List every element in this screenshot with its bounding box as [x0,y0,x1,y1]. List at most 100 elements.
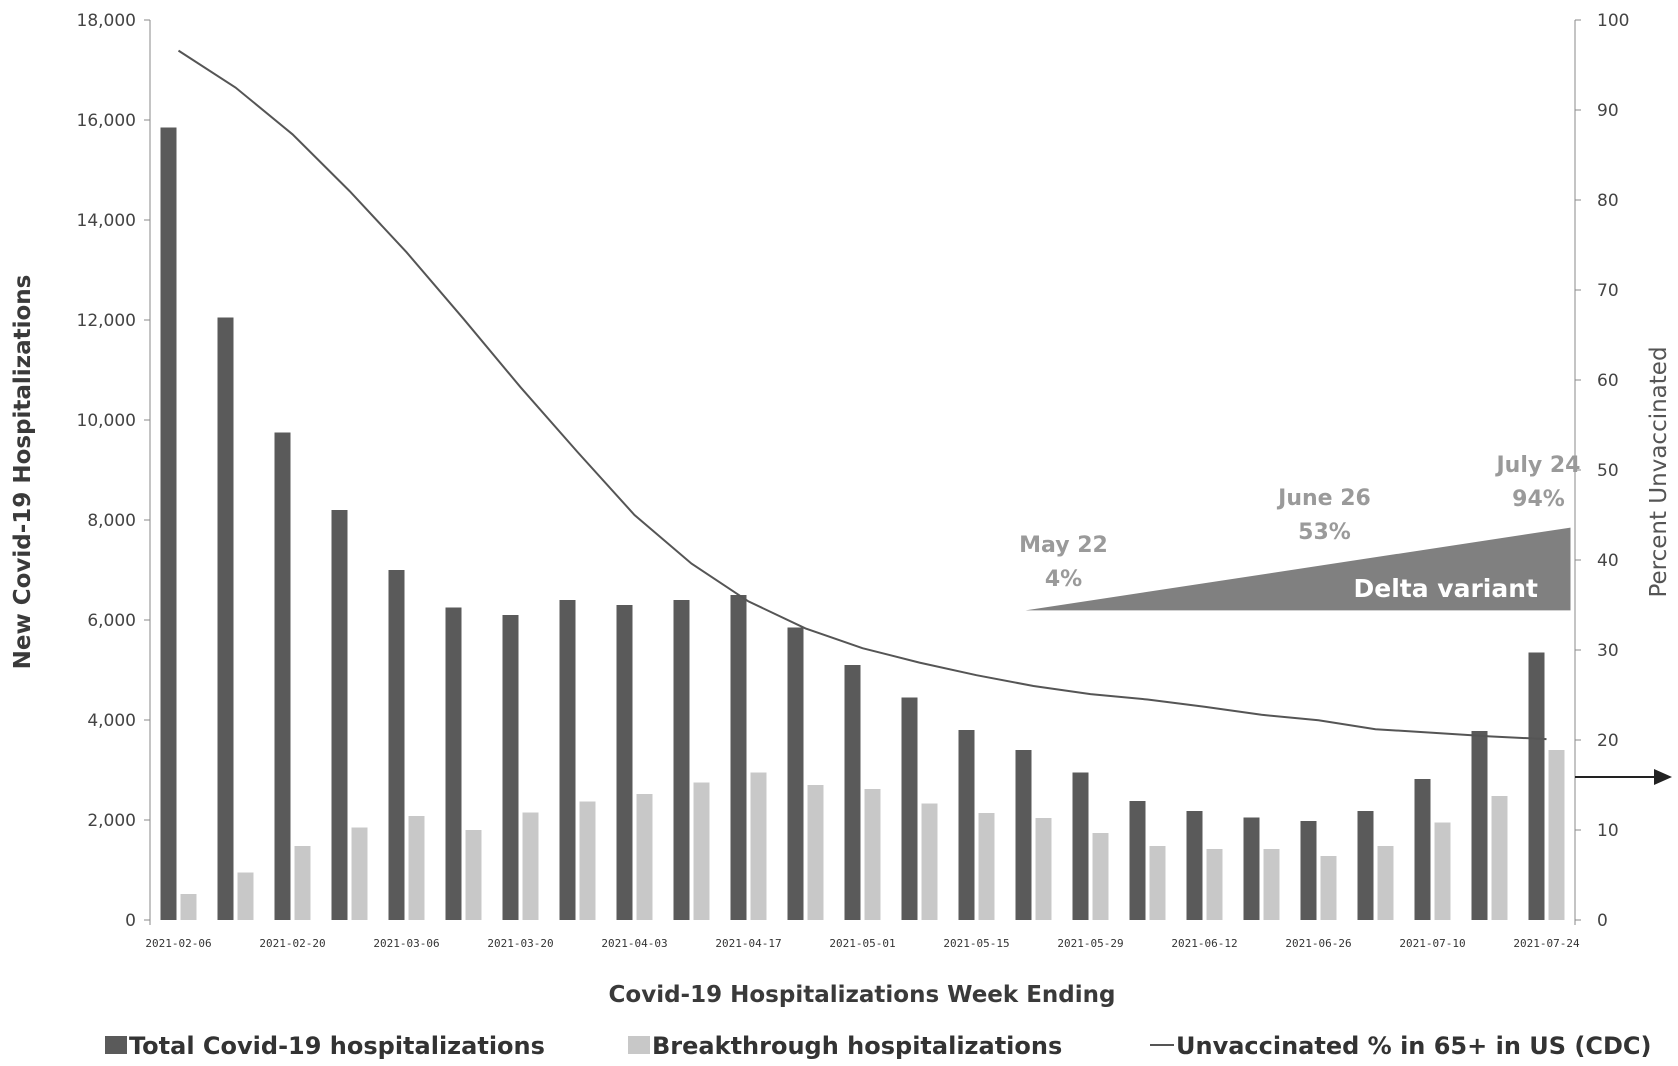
delta-marker-percent: 4% [1045,567,1082,592]
x-tick-label: 2021-07-24 [1513,937,1580,950]
legend-breakthrough-swatch [628,1036,650,1054]
breakthrough-bar [864,789,881,920]
x-tick-label: 2021-02-06 [145,937,211,950]
x-tick-label: 2021-03-20 [487,937,553,950]
breakthrough-bar [1149,846,1166,920]
left-y-tick-labels: 0 2,000 4,000 6,000 8,000 10,000 12,000 14,000 1… [77,11,150,931]
legend-unvaccinated-label: Unvaccinated % in 65+ in US (CDC) [1176,1032,1651,1060]
breakthrough-bar [408,816,425,920]
x-tick-label: 2021-04-03 [601,937,667,950]
left-y-tick-label: 0 [125,911,136,931]
legend-breakthrough-label: Breakthrough hospitalizations [652,1032,1062,1060]
legend: Total Covid-19 hospitalizations Breakthr… [105,1032,1651,1060]
total-bar [1129,801,1146,920]
delta-marker-percent: 53% [1298,520,1351,545]
left-y-tick-label: 14,000 [77,211,136,231]
x-tick-label: 2021-05-01 [829,937,895,950]
x-tick-labels: 2021-02-06 2021-02-20 2021-03-06 2021-03-20… [145,937,1580,950]
total-bar [1072,772,1089,920]
x-tick-label: 2021-05-15 [943,937,1009,950]
total-bar [1300,821,1317,920]
breakthrough-bar [750,772,767,920]
breakthrough-bar [1434,822,1451,920]
total-bar [787,627,804,920]
breakthrough-bar [1548,750,1565,920]
total-bar [1015,750,1032,920]
total-bar [844,665,861,920]
breakthrough-bar [237,872,254,920]
breakthrough-bar [1263,849,1280,920]
total-bar [1243,817,1260,920]
total-bar [502,615,519,920]
breakthrough-bar [1035,818,1052,920]
breakthrough-bar [522,812,539,920]
left-y-tick-label: 16,000 [77,111,136,131]
left-y-tick-label: 6,000 [87,611,136,631]
total-bar [160,127,177,920]
total-bar [616,605,633,920]
total-bar [673,600,690,920]
breakthrough-bar [1206,849,1223,920]
total-bar [1186,811,1203,920]
right-y-tick-label: 50 [1597,461,1619,481]
total-bar [217,317,234,920]
total-bar [331,510,348,920]
total-bar [445,607,462,920]
x-tick-label: 2021-05-29 [1057,937,1123,950]
left-y-tick-label: 2,000 [87,811,136,831]
right-y-tick-label: 30 [1597,641,1619,661]
arrow-icon [1575,769,1672,785]
legend-total-label: Total Covid-19 hospitalizations [129,1032,545,1060]
breakthrough-bar [921,803,938,920]
total-bar [958,730,975,920]
total-bar [1414,779,1431,920]
breakthrough-bar [294,846,311,920]
delta-variant-triangle [1025,527,1571,611]
total-bar [388,570,405,920]
x-tick-label: 2021-06-26 [1285,937,1351,950]
breakthrough-bar [1491,796,1508,920]
total-bar [274,432,291,920]
left-y-tick-label: 18,000 [77,11,136,31]
right-y-tick-labels: 0 10 20 30 40 50 60 70 80 90 100 [1575,11,1629,931]
bars-group [160,127,1565,920]
x-tick-label: 2021-04-17 [715,937,781,950]
total-bar [1528,652,1545,920]
x-tick-label: 2021-02-20 [259,937,325,950]
total-bar [1357,811,1374,920]
delta-variant-label: Delta variant [1354,574,1539,603]
breakthrough-bar [1092,833,1109,920]
right-y-tick-label: 0 [1597,911,1608,931]
y-right-axis-title: Percent Unvaccinated [1646,346,1672,597]
delta-marker-date: June 26 [1276,486,1371,511]
breakthrough-bar [1377,846,1394,920]
right-y-tick-label: 40 [1597,551,1619,571]
x-tick-label: 2021-07-10 [1399,937,1465,950]
breakthrough-bar [351,827,368,920]
left-y-tick-label: 10,000 [77,411,136,431]
breakthrough-bar [1320,856,1337,920]
right-y-tick-label: 100 [1597,11,1629,31]
right-y-tick-label: 70 [1597,281,1619,301]
breakthrough-bar [465,830,482,920]
total-bar [901,697,918,920]
total-bar [559,600,576,920]
right-y-tick-label: 10 [1597,821,1619,841]
total-bar [1471,731,1488,920]
breakthrough-bar [579,801,596,920]
left-y-tick-label: 4,000 [87,711,136,731]
right-y-tick-label: 80 [1597,191,1619,211]
delta-marker-date: May 22 [1019,533,1108,558]
right-y-tick-label: 20 [1597,731,1619,751]
unvaccinated-line [177,49,1547,741]
x-axis-title: Covid-19 Hospitalizations Week Ending [609,982,1116,1008]
total-bar [730,595,747,920]
right-y-tick-label: 60 [1597,371,1619,391]
breakthrough-bar [978,813,995,920]
y-left-axis-title: New Covid-19 Hospitalizations [10,275,36,670]
right-y-tick-label: 90 [1597,101,1619,121]
delta-marker-percent: 94% [1512,487,1565,512]
x-tick-label: 2021-03-06 [373,937,439,950]
delta-marker-date: July 24 [1494,453,1580,478]
